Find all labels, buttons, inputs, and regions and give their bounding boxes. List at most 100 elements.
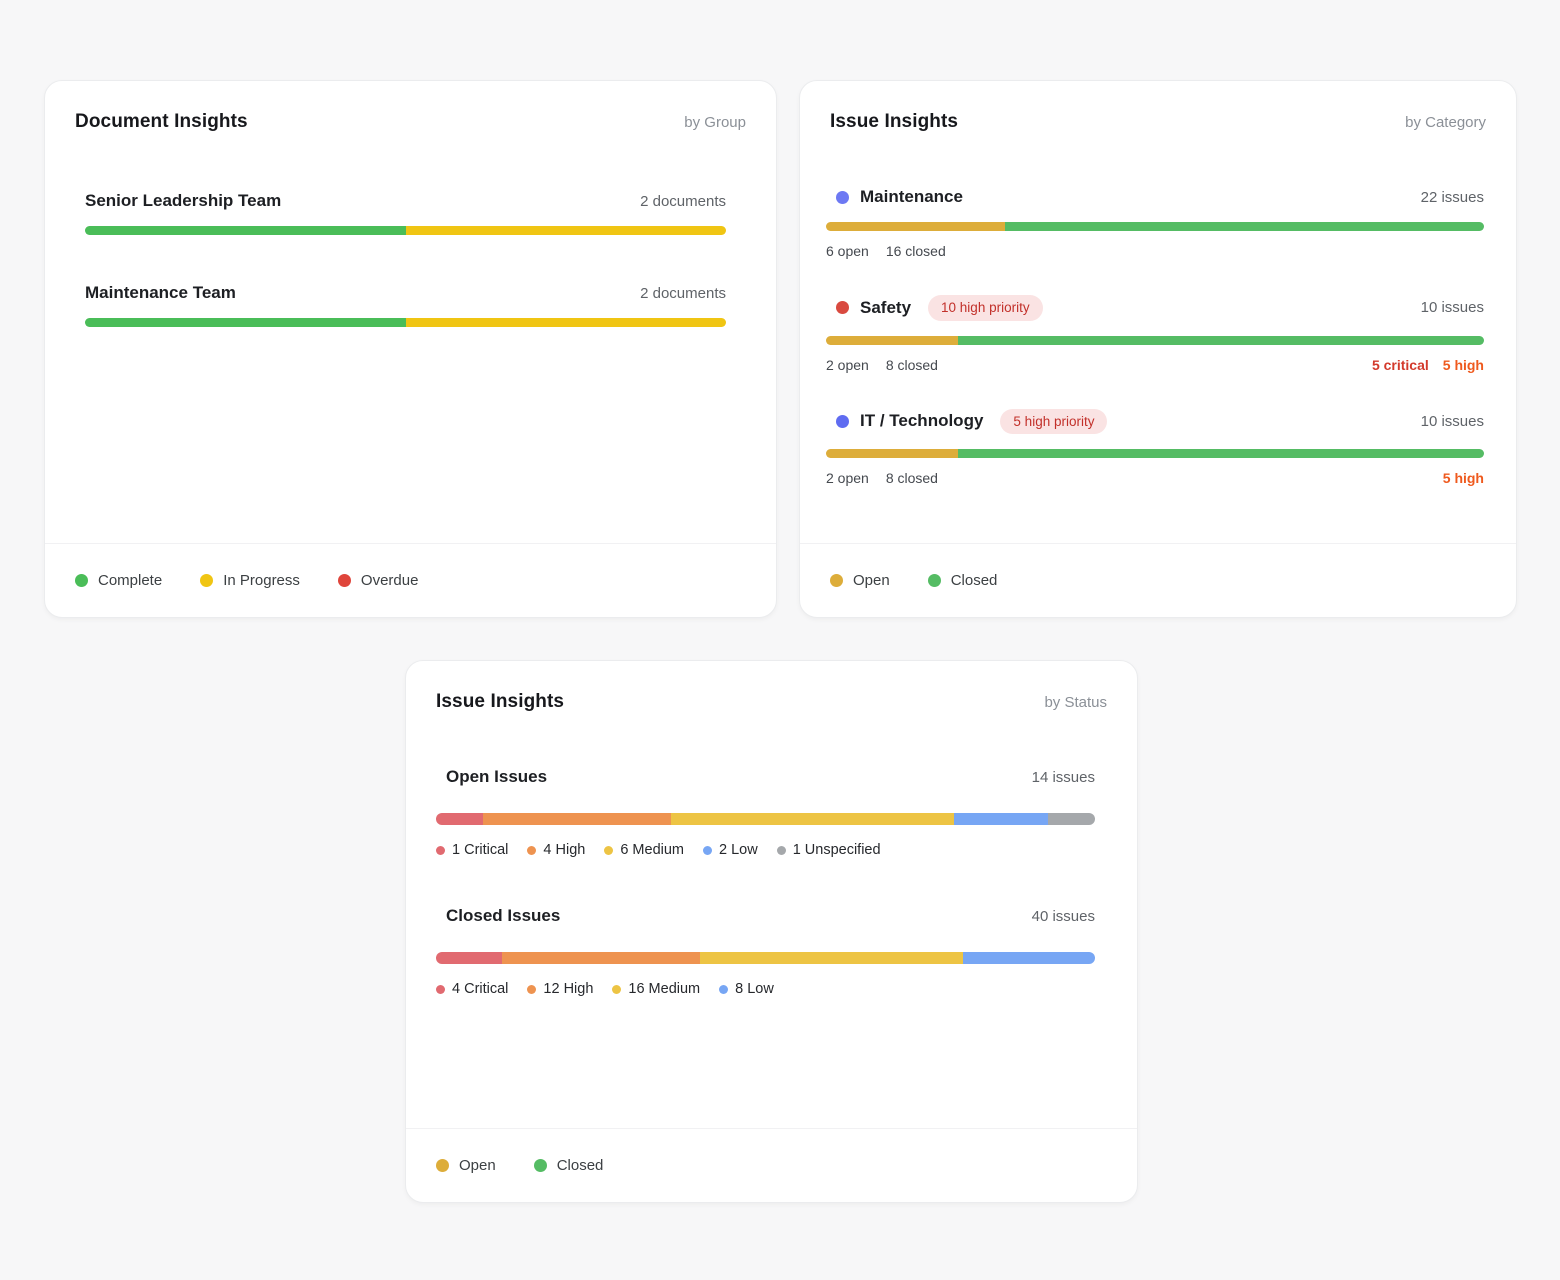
severity-legend-item: 16 Medium	[612, 981, 700, 997]
legend-label: Complete	[98, 572, 163, 589]
severity-note: 5 high	[1442, 470, 1484, 486]
card-header: Document Insights by Group	[45, 81, 776, 133]
closed-count-text: 8 closed	[885, 470, 938, 486]
issue-count: 22 issues	[1420, 188, 1484, 206]
issue-count: 40 issues	[1031, 907, 1095, 925]
issue-insights-category-legend: Open Closed	[800, 543, 1516, 617]
issue-insights-category-grouping-label: by Category	[1405, 113, 1486, 131]
bar-segment-low	[953, 813, 1048, 825]
legend-item: Closed	[927, 572, 997, 589]
issue-insights-by-status-card: Issue Insights by Status Open Issues 14 i…	[405, 660, 1138, 1203]
severity-legend-item: 6 Medium	[604, 842, 684, 858]
open-count-text: 2 open	[826, 470, 869, 486]
document-group-row[interactable]: Senior Leadership Team 2 documents	[85, 191, 726, 235]
status-row[interactable]: Open Issues 14 issues 1 Critical 4 High 6 Me…	[436, 767, 1095, 858]
severity-dot	[703, 845, 712, 855]
row-header: Closed Issues 40 issues	[436, 906, 1095, 926]
row-header: Senior Leadership Team 2 documents	[85, 191, 726, 211]
severity-label: 1 Unspecified	[792, 842, 881, 858]
row-header: IT / Technology 5 high priority 10 issues	[826, 408, 1484, 434]
bar-segment-unspecified	[1047, 813, 1095, 825]
category-name: IT / Technology	[860, 411, 984, 431]
legend-status-dot	[436, 1159, 449, 1172]
severity-dot	[436, 984, 445, 994]
severity-dot	[612, 984, 622, 994]
legend-item: Open	[830, 572, 890, 589]
document-group-row[interactable]: Maintenance Team 2 documents	[85, 283, 726, 327]
issue-count: 14 issues	[1031, 768, 1095, 786]
severity-label: 6 Medium	[620, 842, 684, 858]
document-count: 2 documents	[640, 284, 726, 302]
severity-note: 5 critical	[1371, 356, 1429, 373]
legend-label: Closed	[556, 1157, 604, 1174]
severity-label: 4 Critical	[452, 981, 509, 997]
legend-item: Closed	[533, 1157, 604, 1174]
severity-legend-item: 1 Unspecified	[776, 842, 881, 858]
card-header: Issue Insights by Status	[406, 661, 1137, 713]
severity-legend-item: 12 High	[527, 981, 593, 997]
legend-label: Overdue	[360, 572, 419, 589]
issue-insights-category-title: Issue Insights	[830, 111, 959, 132]
row-header: Open Issues 14 issues	[436, 767, 1095, 787]
issue-count: 10 issues	[1420, 299, 1484, 317]
open-count-text: 2 open	[826, 356, 869, 373]
severity-stacked-bar	[436, 952, 1095, 964]
open-closed-bar	[826, 222, 1484, 231]
severity-legend-item: 4 Critical	[436, 981, 508, 997]
high-priority-badge: 5 high priority	[1000, 408, 1108, 434]
bar-segment-critical	[436, 952, 502, 964]
severity-label: 4 High	[543, 842, 586, 858]
card-header: Issue Insights by Category	[800, 81, 1516, 133]
bar-segment-high	[501, 952, 700, 964]
open-count-text: 6 open	[826, 243, 869, 259]
group-name: Maintenance Team	[85, 283, 236, 302]
severity-notes: 5 high	[1443, 470, 1484, 486]
severity-notes: 5 critical 5 high	[1372, 357, 1484, 373]
bar-segment-complete	[85, 226, 406, 235]
open-closed-bar	[826, 449, 1484, 458]
row-header: Maintenance 22 issues	[826, 187, 1484, 207]
row-subtext: 6 open 16 closed	[826, 243, 1484, 259]
category-row[interactable]: Maintenance 22 issues 6 open 16 closed	[826, 187, 1484, 259]
status-row[interactable]: Closed Issues 40 issues 4 Critical 12 High 1…	[436, 906, 1095, 997]
issue-insights-by-category-card: Issue Insights by Category Maintenance 22…	[799, 80, 1517, 618]
document-insights-card: Document Insights by Group Senior Leader…	[44, 80, 777, 618]
bar-segment-critical	[436, 813, 484, 825]
bar-segment-open	[826, 449, 958, 458]
issue-insights-status-grouping-label: by Status	[1044, 693, 1107, 711]
bar-segment-open	[826, 222, 1006, 231]
high-priority-badge: 10 high priority	[928, 295, 1043, 321]
severity-breakdown-legend: 1 Critical 4 High 6 Medium 2 Low 1 Unspecifi…	[436, 842, 1095, 858]
document-insights-legend: Complete In Progress Overdue	[45, 543, 776, 617]
document-insights-title: Document Insights	[75, 111, 248, 132]
severity-dot	[776, 845, 786, 855]
legend-status-dot	[75, 574, 88, 587]
group-name: Senior Leadership Team	[85, 191, 282, 210]
severity-dot	[527, 845, 537, 855]
legend-status-dot	[533, 1159, 547, 1172]
category-row[interactable]: IT / Technology 5 high priority 10 issues 2…	[826, 408, 1484, 486]
row-header: Maintenance Team 2 documents	[85, 283, 726, 303]
closed-count-text: 16 closed	[885, 243, 946, 259]
category-row[interactable]: Safety 10 high priority 10 issues 2 open 8 c…	[826, 295, 1484, 373]
severity-label: 2 Low	[719, 842, 758, 858]
document-insights-grouping-label: by Group	[684, 113, 746, 131]
document-progress-bar	[85, 226, 726, 235]
issue-insights-category-body: Maintenance 22 issues 6 open 16 closed Safet…	[800, 133, 1516, 543]
bar-segment-closed	[957, 335, 1484, 345]
severity-label: 8 Low	[735, 981, 774, 997]
bar-segment-high	[483, 813, 672, 825]
legend-item: Complete	[75, 572, 162, 589]
legend-status-dot	[200, 574, 214, 587]
severity-dot	[527, 984, 537, 994]
severity-legend-item: 1 Critical	[436, 842, 508, 858]
category-color-dot	[836, 301, 849, 315]
severity-dot	[604, 845, 614, 855]
severity-label: 12 High	[543, 981, 594, 997]
document-insights-body: Senior Leadership Team 2 documents Mainten…	[45, 133, 776, 543]
legend-status-dot	[337, 574, 351, 587]
legend-status-dot	[927, 574, 941, 587]
open-closed-counts: 6 open 16 closed	[826, 243, 946, 259]
issue-insights-status-legend: Open Closed	[406, 1128, 1137, 1202]
